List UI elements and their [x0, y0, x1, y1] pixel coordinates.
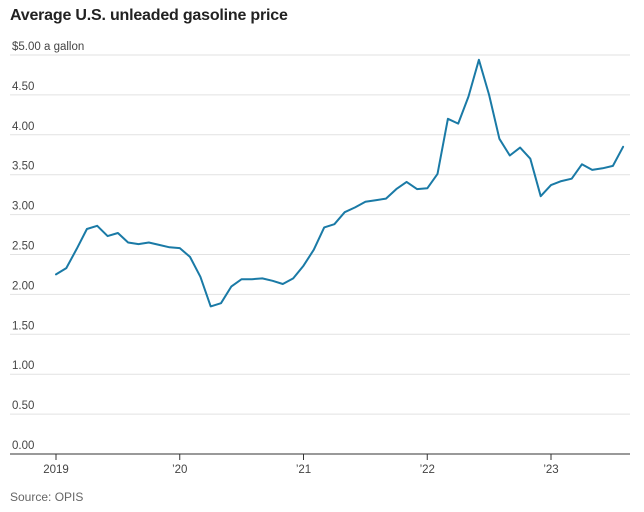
y-tick-label: 3.50 — [12, 161, 34, 173]
y-tick-label: $5.00 a gallon — [12, 41, 84, 53]
y-tick-label: 0.50 — [12, 400, 34, 412]
x-tick-label: ’22 — [420, 464, 435, 476]
series-layer — [55, 58, 625, 308]
y-tick-label: 4.50 — [12, 81, 34, 93]
y-tick-label: 4.00 — [12, 121, 34, 133]
x-tick-label: ’20 — [172, 464, 187, 476]
y-tick-label: 2.50 — [12, 241, 34, 253]
source-note: Source: OPIS — [10, 490, 84, 504]
series-line — [55, 58, 625, 308]
x-axis: 2019 ’20 ’21 ’22 ’23 — [10, 453, 630, 476]
y-tick-label: 0.00 — [12, 440, 34, 452]
x-tick-label: ’23 — [543, 464, 558, 476]
y-tick-label: 3.00 — [12, 201, 34, 213]
x-tick-label: ’21 — [296, 464, 311, 476]
y-tick-label: 2.00 — [12, 280, 34, 292]
x-tick-label: 2019 — [43, 464, 69, 476]
y-tick-label: 1.50 — [12, 320, 34, 332]
gridlines — [10, 54, 630, 415]
chart-title: Average U.S. unleaded gasoline price — [10, 7, 288, 24]
y-tick-label: 1.00 — [12, 360, 34, 372]
y-axis-tick-labels: 0.00 0.50 1.00 1.50 2.00 2.50 3.00 3.50 4.00 4.50… — [12, 41, 84, 452]
